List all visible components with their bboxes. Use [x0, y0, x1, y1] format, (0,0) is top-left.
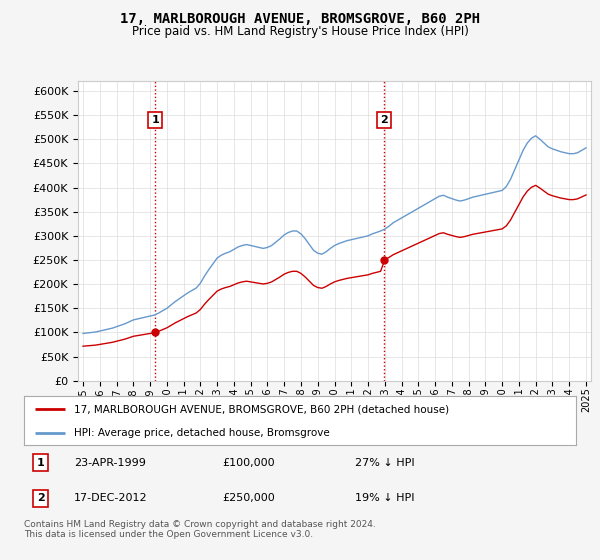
Text: 2: 2 [37, 493, 44, 503]
Text: 23-APR-1999: 23-APR-1999 [74, 458, 146, 468]
Text: £250,000: £250,000 [223, 493, 275, 503]
Text: HPI: Average price, detached house, Bromsgrove: HPI: Average price, detached house, Brom… [74, 428, 329, 438]
Text: 19% ↓ HPI: 19% ↓ HPI [355, 493, 415, 503]
Text: 17-DEC-2012: 17-DEC-2012 [74, 493, 148, 503]
Text: 17, MARLBOROUGH AVENUE, BROMSGROVE, B60 2PH: 17, MARLBOROUGH AVENUE, BROMSGROVE, B60 … [120, 12, 480, 26]
Text: 1: 1 [151, 115, 159, 125]
Text: 27% ↓ HPI: 27% ↓ HPI [355, 458, 415, 468]
Text: Price paid vs. HM Land Registry's House Price Index (HPI): Price paid vs. HM Land Registry's House … [131, 25, 469, 38]
Text: £100,000: £100,000 [223, 458, 275, 468]
Text: 1: 1 [37, 458, 44, 468]
Text: Contains HM Land Registry data © Crown copyright and database right 2024.
This d: Contains HM Land Registry data © Crown c… [24, 520, 376, 539]
Text: 2: 2 [380, 115, 388, 125]
Text: 17, MARLBOROUGH AVENUE, BROMSGROVE, B60 2PH (detached house): 17, MARLBOROUGH AVENUE, BROMSGROVE, B60 … [74, 404, 449, 414]
